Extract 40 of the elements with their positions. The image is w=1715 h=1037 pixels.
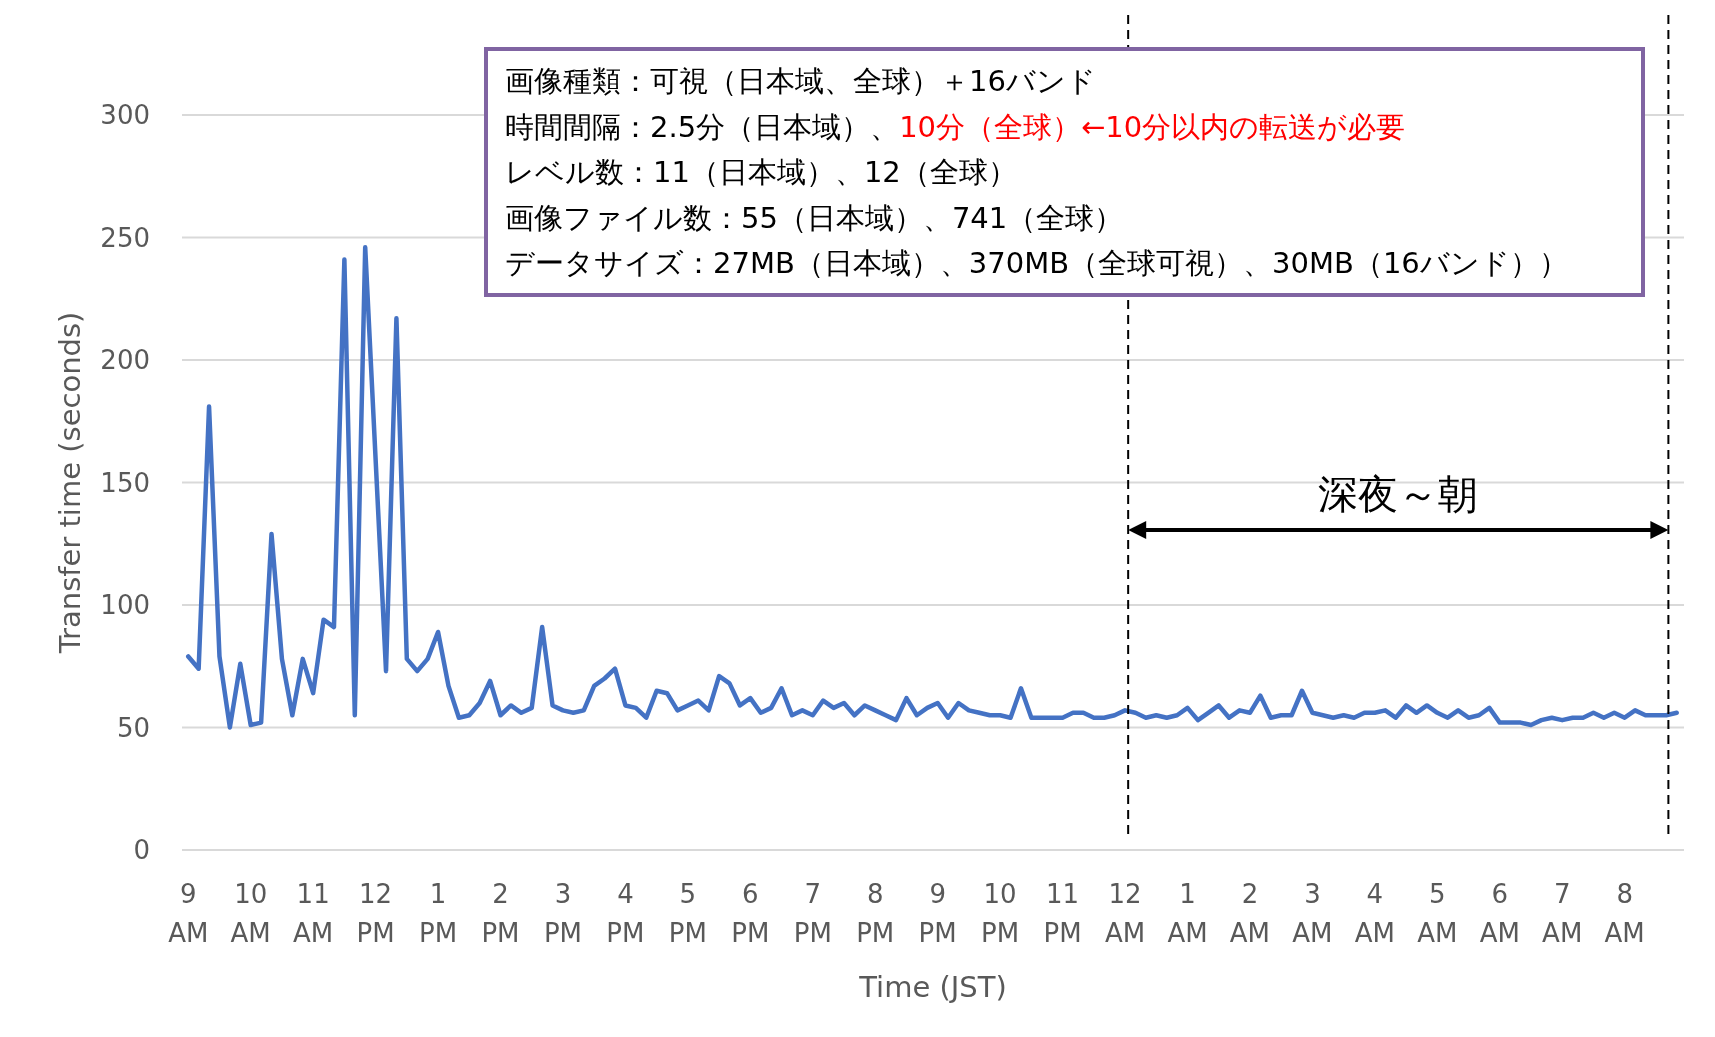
x-tick-label: 12 AM (1104, 879, 1146, 948)
annotation: 時間間隔：2.5分（日本域）、 (505, 109, 900, 144)
annotation: 画像ファイル数：55（日本域）、741（全球） (505, 200, 1124, 235)
y-tick-label: 250 (100, 222, 150, 253)
y-tick-label: 150 (100, 467, 150, 498)
x-tick-label: 8 PM (856, 879, 895, 948)
x-tick-label: 4 AM (1354, 879, 1395, 948)
x-tick-label: 10 PM (981, 879, 1020, 948)
x-tick-label: 10 AM (230, 879, 271, 948)
x-tick-label: 1 AM (1167, 879, 1208, 948)
x-tick-label: 3 AM (1292, 879, 1333, 948)
annotation: レベル数：11（日本域）、12（全球） (505, 155, 1017, 189)
x-tick-label: 11 PM (1043, 879, 1082, 948)
x-tick-label: 11 AM (293, 879, 334, 948)
y-tick-label: 200 (100, 345, 150, 375)
x-tick-label: 8 AM (1604, 879, 1645, 948)
y-tick-label: 100 (100, 590, 150, 620)
x-tick-label: 9 PM (918, 879, 957, 948)
x-tick-label: 4 PM (606, 879, 645, 948)
text: 画像種類：可視（日本域、全球）＋16バンド (505, 64, 1096, 98)
y-axis-title: Transfer time (seconds) (53, 311, 87, 655)
x-tick-label: 6 AM (1479, 879, 1520, 948)
x-tick-label: 6 PM (731, 879, 770, 948)
x-tick-label: 2 AM (1229, 879, 1271, 948)
annotation: データサイズ：27MB（日本域）、370MB（全球可視）、30MB（16バンド）） (505, 246, 1568, 280)
x-tick-label: 7 PM (793, 879, 832, 948)
x-axis-title: Time (JST) (858, 970, 1007, 1004)
x-tick-label: 5 AM (1417, 879, 1458, 948)
annotation: 深夜～朝 (1318, 471, 1479, 517)
annotation: 10分（全球）←10分以内の転送が必要 (899, 109, 1406, 144)
x-tick-label: 2 PM (481, 879, 520, 948)
x-tick-label: 7 AM (1542, 879, 1583, 948)
y-tick-label: 300 (100, 100, 150, 130)
x-tick-label: 1 PM (419, 879, 458, 948)
x-tick-label: 12 PM (356, 879, 395, 948)
x-tick-label: 3 PM (543, 879, 583, 948)
y-tick-label: 0 (133, 835, 150, 865)
y-tick-label: 50 (116, 712, 150, 743)
x-tick-label: 5 PM (668, 879, 707, 948)
x-tick-label: 9 AM (168, 879, 209, 948)
